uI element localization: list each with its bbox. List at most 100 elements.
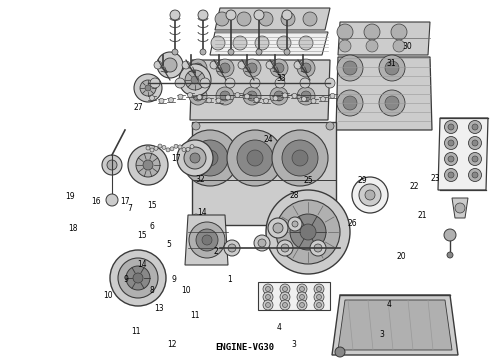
Polygon shape: [192, 122, 336, 225]
Circle shape: [182, 130, 238, 186]
Circle shape: [238, 61, 246, 69]
Circle shape: [179, 64, 211, 96]
Text: 17: 17: [172, 154, 181, 163]
Circle shape: [243, 59, 261, 77]
Circle shape: [447, 252, 453, 258]
Circle shape: [317, 294, 321, 300]
Circle shape: [250, 78, 260, 88]
Circle shape: [215, 12, 229, 26]
Circle shape: [247, 63, 257, 73]
Circle shape: [290, 214, 326, 250]
Circle shape: [326, 214, 334, 222]
Circle shape: [282, 140, 318, 176]
Circle shape: [264, 98, 269, 103]
Circle shape: [272, 130, 328, 186]
Circle shape: [107, 160, 117, 170]
Circle shape: [300, 78, 310, 88]
Text: 33: 33: [277, 74, 287, 83]
Circle shape: [266, 302, 270, 307]
Circle shape: [337, 24, 353, 40]
Circle shape: [266, 190, 350, 274]
Circle shape: [243, 87, 261, 105]
Circle shape: [134, 74, 162, 102]
Text: 17: 17: [120, 197, 130, 206]
Circle shape: [228, 49, 234, 55]
Polygon shape: [332, 295, 458, 355]
Circle shape: [301, 96, 307, 102]
Text: 10: 10: [181, 287, 191, 295]
Circle shape: [299, 302, 304, 307]
Circle shape: [136, 153, 160, 177]
Circle shape: [184, 147, 206, 169]
Circle shape: [225, 95, 230, 100]
Text: 24: 24: [264, 135, 273, 144]
Circle shape: [178, 145, 182, 149]
Circle shape: [186, 147, 190, 151]
Circle shape: [283, 93, 288, 98]
Circle shape: [320, 96, 325, 102]
Circle shape: [255, 36, 269, 50]
Circle shape: [227, 130, 283, 186]
Circle shape: [154, 61, 162, 69]
Circle shape: [170, 10, 180, 20]
Circle shape: [202, 150, 218, 166]
Text: 16: 16: [91, 197, 100, 206]
Circle shape: [343, 96, 357, 110]
Circle shape: [225, 78, 235, 88]
Circle shape: [297, 300, 307, 310]
Circle shape: [282, 10, 292, 20]
Text: 3: 3: [292, 341, 296, 349]
Circle shape: [280, 284, 290, 294]
Circle shape: [190, 145, 194, 149]
Circle shape: [211, 36, 225, 50]
Circle shape: [191, 76, 199, 84]
Circle shape: [292, 93, 297, 98]
Circle shape: [448, 124, 454, 130]
Circle shape: [292, 150, 308, 166]
Circle shape: [258, 239, 266, 247]
Circle shape: [110, 250, 166, 306]
Circle shape: [170, 147, 174, 151]
Circle shape: [314, 292, 324, 302]
Circle shape: [224, 240, 240, 256]
Circle shape: [182, 148, 186, 152]
Circle shape: [277, 36, 291, 50]
Circle shape: [200, 78, 210, 88]
Circle shape: [162, 145, 166, 149]
Circle shape: [128, 145, 168, 185]
Polygon shape: [185, 215, 228, 265]
Text: 23: 23: [430, 174, 440, 183]
Circle shape: [263, 284, 273, 294]
Circle shape: [177, 140, 213, 176]
Circle shape: [192, 214, 200, 222]
Circle shape: [163, 58, 177, 72]
Circle shape: [472, 140, 478, 146]
Circle shape: [226, 10, 236, 20]
Circle shape: [256, 49, 262, 55]
Circle shape: [106, 194, 118, 206]
Text: 15: 15: [137, 231, 147, 240]
Circle shape: [166, 148, 170, 152]
Circle shape: [175, 78, 185, 88]
Text: 6: 6: [149, 222, 154, 231]
Circle shape: [273, 223, 283, 233]
Text: 4: 4: [387, 300, 392, 309]
Circle shape: [337, 55, 363, 81]
Circle shape: [210, 61, 218, 69]
Circle shape: [299, 287, 304, 292]
Circle shape: [220, 63, 230, 73]
Text: 9: 9: [172, 274, 176, 284]
Text: ENGINE-VG30: ENGINE-VG30: [216, 343, 274, 352]
Polygon shape: [452, 198, 468, 218]
Text: 32: 32: [195, 175, 205, 184]
Circle shape: [254, 10, 264, 20]
Circle shape: [102, 155, 122, 175]
Circle shape: [145, 85, 151, 91]
Text: 11: 11: [190, 310, 200, 320]
Text: 10: 10: [103, 291, 113, 300]
Circle shape: [294, 61, 302, 69]
Text: 7: 7: [127, 204, 132, 213]
Text: 31: 31: [386, 59, 396, 68]
Circle shape: [275, 78, 285, 88]
Circle shape: [247, 150, 263, 166]
